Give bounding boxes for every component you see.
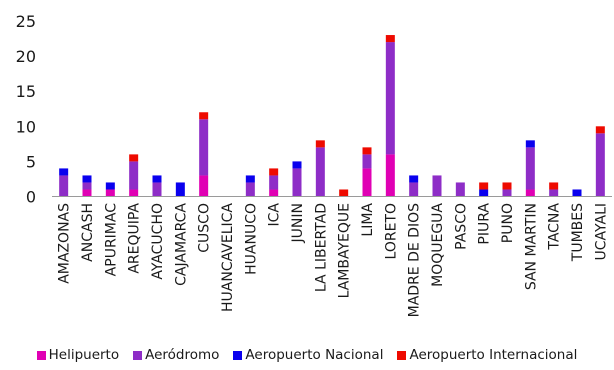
bar-segment	[339, 189, 349, 197]
bar-segment	[82, 182, 92, 190]
bar-segment	[82, 175, 92, 183]
bar-segment	[525, 147, 535, 190]
bar-segment	[59, 175, 69, 197]
legend-item: Aeropuerto Internacional	[397, 347, 577, 363]
y-tick-label: 10	[16, 117, 36, 136]
y-tick-label: 5	[26, 152, 36, 171]
legend-swatch	[233, 350, 243, 360]
bar-segment	[595, 126, 605, 134]
bar-segment	[105, 189, 115, 197]
bar-segment	[82, 189, 92, 197]
legend-label: Aeródromo	[145, 347, 220, 363]
x-tick-label: PASCO	[453, 203, 469, 250]
x-tick-label: SAN MARTIN	[523, 203, 539, 290]
legend-item: Helipuerto	[36, 347, 120, 363]
legend-label: Aeropuerto Internacional	[409, 347, 578, 363]
x-tick-label: LIMA	[360, 203, 376, 237]
x-tick-label: MADRE DE DIOS	[407, 203, 423, 317]
x-tick-label: LORETO	[383, 203, 399, 259]
x-tick-label: PUNO	[500, 203, 516, 243]
legend-swatch	[397, 350, 407, 360]
x-tick-label: PIURA	[477, 203, 493, 245]
y-axis: 0 5 10 15 20 25	[16, 12, 36, 207]
x-tick-label: ICA	[267, 203, 283, 227]
bar-segment	[525, 189, 535, 197]
bar-segment	[245, 182, 255, 197]
bar-segment	[479, 182, 489, 190]
bar-segment	[432, 175, 442, 197]
bar-segment	[269, 189, 279, 197]
bar-segment	[175, 182, 185, 197]
x-tick-label: JUNIN	[290, 203, 306, 243]
legend-item: Aeropuerto Nacional	[233, 347, 383, 363]
bar-segment	[595, 133, 605, 197]
bar-segment	[572, 189, 582, 197]
legend-swatch	[133, 350, 143, 360]
bar-segment	[199, 119, 209, 176]
bar-segment	[362, 168, 372, 197]
bar-segment	[549, 182, 559, 190]
bar-segment	[362, 147, 372, 155]
bar-segment	[292, 161, 302, 169]
y-tick-label: 25	[16, 12, 36, 31]
bar-segment	[105, 182, 115, 190]
bar-segment	[525, 140, 535, 148]
bar-segment	[455, 182, 465, 197]
bar-segment	[315, 147, 325, 197]
bar-segment	[199, 175, 209, 197]
bar-segment	[269, 175, 279, 190]
bar-segment	[362, 154, 372, 169]
bar-segment	[129, 189, 139, 197]
x-tick-label: TUMBES	[570, 203, 586, 262]
y-tick-label: 0	[26, 188, 36, 207]
bar-segment	[129, 161, 139, 190]
x-tick-label: HUANCAVELICA	[220, 203, 236, 312]
x-tick-label: UCAYALI	[593, 203, 609, 260]
x-tick-label: AREQUIPA	[127, 203, 143, 274]
bar-segment	[502, 182, 512, 190]
bars	[59, 35, 605, 197]
bar-segment	[315, 140, 325, 148]
bar-segment	[129, 154, 139, 162]
legend-label: Helipuerto	[48, 347, 120, 363]
bar-segment	[269, 168, 279, 176]
legend-swatch	[36, 350, 46, 360]
bar-segment	[152, 175, 162, 183]
bar-segment	[409, 175, 419, 183]
x-tick-label: LA LIBERTAD	[313, 203, 329, 292]
bar-segment	[479, 189, 489, 197]
bar-segment	[502, 189, 512, 197]
bar-segment	[245, 175, 255, 183]
bar-segment	[59, 168, 69, 176]
bar-segment	[385, 154, 395, 197]
bar-segment	[292, 168, 302, 197]
y-tick-label: 20	[16, 47, 36, 66]
legend-label: Aeropuerto Nacional	[245, 347, 384, 363]
x-tick-label: CAJAMARCA	[173, 203, 189, 286]
bar-segment	[409, 182, 419, 197]
bar-segment	[549, 189, 559, 197]
x-axis-labels: AMAZONAS ANCASH APURIMAC AREQUIPA AYACUCHO CA…	[57, 203, 610, 318]
y-tick-label: 15	[16, 82, 36, 101]
legend: Helipuerto Aeródromo Aeropuerto Nacional Ae…	[0, 343, 614, 367]
x-tick-label: AYACUCHO	[150, 203, 166, 280]
x-tick-label: APURIMAC	[103, 203, 119, 277]
bar-segment	[385, 42, 395, 155]
chart-area: 0 5 10 15 20 25 AMAZONAS ANCASH APURIMAC AREQUIP…	[16, 12, 612, 318]
x-tick-label: CUSCO	[197, 203, 213, 253]
bar-segment	[199, 112, 209, 120]
x-tick-label: HUANUCO	[243, 203, 259, 275]
bar-segment	[385, 35, 395, 43]
x-tick-label: ANCASH	[80, 203, 96, 262]
x-tick-label: LAMBAYEQUE	[337, 203, 353, 298]
bar-segment	[152, 182, 162, 197]
legend-item: Aeródromo	[133, 347, 219, 363]
x-tick-label: MOQUEGUA	[430, 203, 446, 287]
x-tick-label: AMAZONAS	[57, 203, 73, 284]
x-tick-label: TACNA	[547, 203, 563, 251]
